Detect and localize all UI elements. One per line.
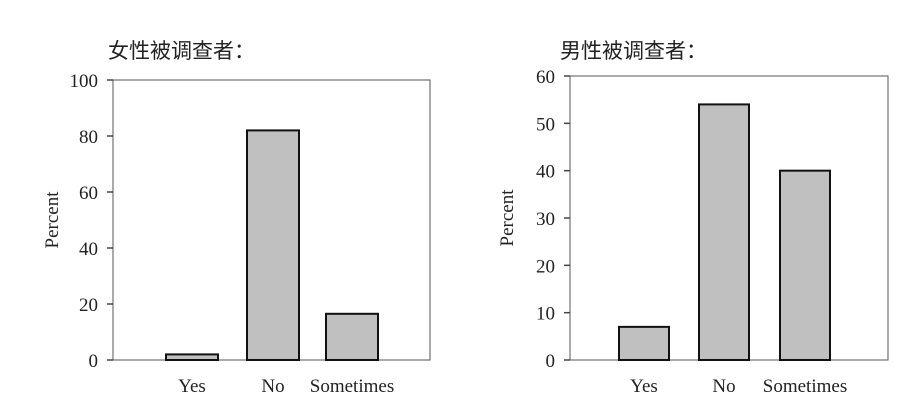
y-tick-label: 30	[536, 209, 555, 230]
y-tick-label: 20	[536, 256, 555, 277]
bar-yes	[166, 354, 218, 360]
y-tick-label: 10	[536, 304, 555, 325]
y-tick-label: 60	[536, 67, 555, 88]
y-tick-label: 40	[79, 239, 98, 260]
y-tick-label: 100	[70, 71, 99, 92]
bar-sometimes	[326, 314, 378, 360]
x-category-label: Yes	[630, 376, 658, 397]
y-tick-label: 20	[79, 295, 98, 316]
chart-title: 男性被调查者：	[560, 39, 707, 63]
bar-no	[247, 130, 299, 360]
x-category-label: Yes	[178, 376, 206, 397]
chart-title: 女性被调查者：	[108, 39, 255, 63]
y-tick-label: 80	[79, 127, 98, 148]
y-axis-label: Percent	[497, 189, 518, 247]
bar-yes	[619, 327, 669, 360]
y-tick-label: 0	[546, 351, 556, 372]
x-category-label: No	[261, 376, 284, 397]
chart-female: 女性被调查者： Percent 0 20 40 60 80 100 Yes No Sometimes	[42, 39, 430, 397]
x-category-label: Sometimes	[310, 376, 394, 397]
x-category-label: No	[712, 376, 735, 397]
y-tick-label: 40	[536, 162, 555, 183]
y-tick-label: 0	[89, 351, 99, 372]
bar-no	[699, 104, 749, 360]
chart-male: 男性被调查者： Percent 0 10 20 30 40 50 60 Yes No Sometime…	[497, 39, 888, 397]
bar-sometimes	[780, 171, 830, 360]
y-tick-label: 50	[536, 114, 555, 135]
x-category-label: Sometimes	[763, 376, 847, 397]
y-axis-label: Percent	[42, 191, 63, 249]
y-tick-label: 60	[79, 183, 98, 204]
